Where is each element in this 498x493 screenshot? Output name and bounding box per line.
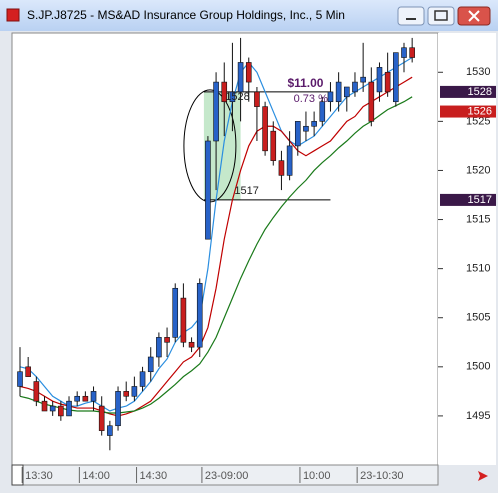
range-percent: 0.73 % — [294, 93, 328, 105]
x-tick-label: 14:30 — [140, 470, 168, 482]
price-tag — [440, 193, 496, 206]
candle-body — [82, 395, 89, 402]
y-tick-label: 1500 — [466, 361, 490, 373]
x-tick-label: 10:00 — [303, 470, 331, 482]
candle-body — [74, 395, 80, 402]
candle-body — [327, 91, 334, 103]
candle-body — [147, 356, 154, 373]
candle-body — [123, 391, 130, 397]
candle-body — [213, 81, 219, 142]
candle-body — [286, 145, 293, 176]
candle-body — [319, 101, 326, 122]
candle-body — [393, 52, 399, 103]
candle-body — [164, 337, 170, 343]
candle-body — [156, 337, 162, 358]
candle-body — [49, 405, 56, 412]
y-tick-label: 1505 — [466, 312, 490, 324]
x-tick-label: 13:30 — [25, 470, 53, 482]
candle-body — [205, 140, 211, 240]
window-title: S.JP.J8725 - MS&AD Insurance Group Holdi… — [27, 8, 345, 22]
range-low-label: 1517 — [234, 185, 258, 197]
candle-body — [180, 297, 187, 343]
y-tick-label: 1510 — [466, 263, 490, 275]
moving-average — [19, 96, 413, 414]
candle-body — [376, 67, 383, 93]
candle-body — [335, 81, 342, 103]
candle-body — [196, 283, 203, 348]
candle-body — [343, 86, 350, 98]
candle-body — [66, 400, 72, 417]
candle-body — [33, 381, 40, 402]
price-tag-label: 1517 — [468, 194, 492, 206]
scroll-box[interactable] — [11, 464, 24, 486]
candle-body — [311, 121, 317, 127]
y-tick-label: 1525 — [466, 115, 490, 127]
maximize-button[interactable] — [427, 6, 455, 26]
candle-body — [409, 47, 415, 58]
price-tag-label: 1528 — [468, 86, 492, 98]
price-tag-label: 1526 — [468, 105, 492, 117]
candle-body — [352, 81, 358, 93]
candle-body — [401, 47, 407, 58]
candle-body — [384, 71, 391, 93]
price-tag — [440, 85, 496, 98]
candle-body — [41, 400, 48, 412]
price-axis — [438, 33, 496, 465]
candle-body — [303, 125, 309, 132]
x-tick-label: 23-09:00 — [205, 470, 248, 482]
candle-body — [270, 130, 277, 161]
candle-body — [90, 391, 97, 402]
y-tick-label: 1515 — [466, 213, 490, 225]
range-high-label: 1528 — [225, 91, 249, 103]
minimize-button[interactable] — [397, 6, 425, 26]
candle-body — [237, 62, 244, 93]
candle-body — [368, 81, 375, 122]
candle-body — [188, 341, 195, 348]
candle-body — [131, 386, 138, 397]
scroll-arrow[interactable] — [478, 471, 488, 481]
maximize-icon — [434, 10, 448, 21]
candle-body — [360, 76, 366, 83]
x-tick-label: 23-10:30 — [360, 470, 403, 482]
y-tick-label: 1530 — [466, 66, 490, 78]
candle-body — [245, 62, 252, 83]
range-amount: $11.00 — [287, 76, 323, 90]
y-tick-label: 1495 — [466, 410, 490, 422]
candle-body — [254, 91, 260, 107]
y-tick-label: 1520 — [466, 164, 490, 176]
price-tag — [440, 105, 496, 118]
close-icon — [468, 10, 480, 22]
candle-body — [107, 425, 113, 436]
candle-body — [229, 91, 236, 103]
candle-body — [221, 81, 228, 103]
window-icon[interactable] — [6, 8, 20, 22]
candle-body — [25, 366, 31, 377]
candle-body — [115, 391, 121, 427]
candle-body — [294, 121, 301, 147]
candle-body — [17, 371, 23, 387]
candle-body — [98, 405, 105, 431]
candle-body — [139, 371, 146, 387]
moving-average — [19, 76, 413, 417]
candle-body — [278, 160, 285, 176]
candle-body — [172, 287, 179, 338]
candle-body — [262, 106, 268, 152]
x-tick-label: 14:00 — [82, 470, 110, 482]
candle-body — [58, 405, 64, 417]
